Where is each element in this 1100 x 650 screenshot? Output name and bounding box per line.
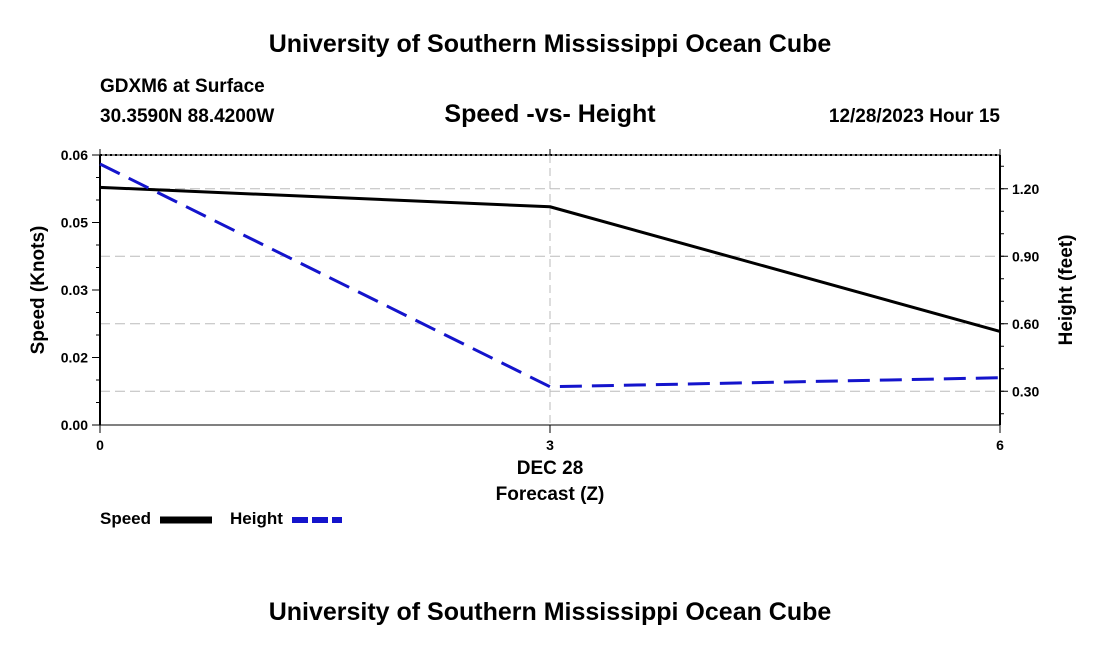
y-right-tick-label: 0.30 — [1012, 383, 1039, 399]
location-label: 30.3590N 88.4200W — [100, 106, 275, 127]
x-tick-label: 0 — [96, 437, 104, 453]
y-left-tick-label: 0.06 — [61, 147, 88, 163]
datetime-label: 12/28/2023 Hour 15 — [828, 106, 1000, 127]
x-tick-label: 3 — [546, 437, 554, 453]
grid — [100, 154, 1000, 425]
y-left-tick-label: 0.05 — [61, 215, 88, 231]
y-left-tick-label: 0.03 — [61, 282, 88, 298]
station-label: GDXM6 at Surface — [100, 76, 265, 97]
y-right-tick-label: 0.60 — [1012, 316, 1039, 332]
y-left-tick-label: 0.02 — [61, 350, 88, 366]
y-right-tick-label: 0.90 — [1012, 248, 1039, 264]
legend-speed-label: Speed — [100, 509, 152, 528]
x-axis-date: DEC 28 — [517, 458, 584, 479]
y-axis-right-title: Height (feet) — [1056, 235, 1077, 346]
ticks: 0.00 0.02 0.03 0.05 0.06 0.30 0.60 0.90 1.20 0 3 6 — [61, 147, 1040, 453]
chart-title: Speed -vs- Height — [444, 100, 656, 128]
series-lines — [99, 162, 1001, 389]
y-right-tick-label: 1.20 — [1012, 181, 1039, 197]
series-line-height — [99, 162, 1001, 389]
footer-title: University of Southern Mississippi Ocean… — [268, 598, 832, 626]
page-title: University of Southern Mississippi Ocean… — [268, 30, 832, 58]
y-left-tick-label: 0.00 — [61, 417, 88, 433]
y-axis-left-title: Speed (Knots) — [28, 226, 49, 355]
x-axis-title: Forecast (Z) — [496, 484, 605, 505]
x-tick-label: 6 — [996, 437, 1004, 453]
legend-height-label: Height — [230, 509, 283, 528]
